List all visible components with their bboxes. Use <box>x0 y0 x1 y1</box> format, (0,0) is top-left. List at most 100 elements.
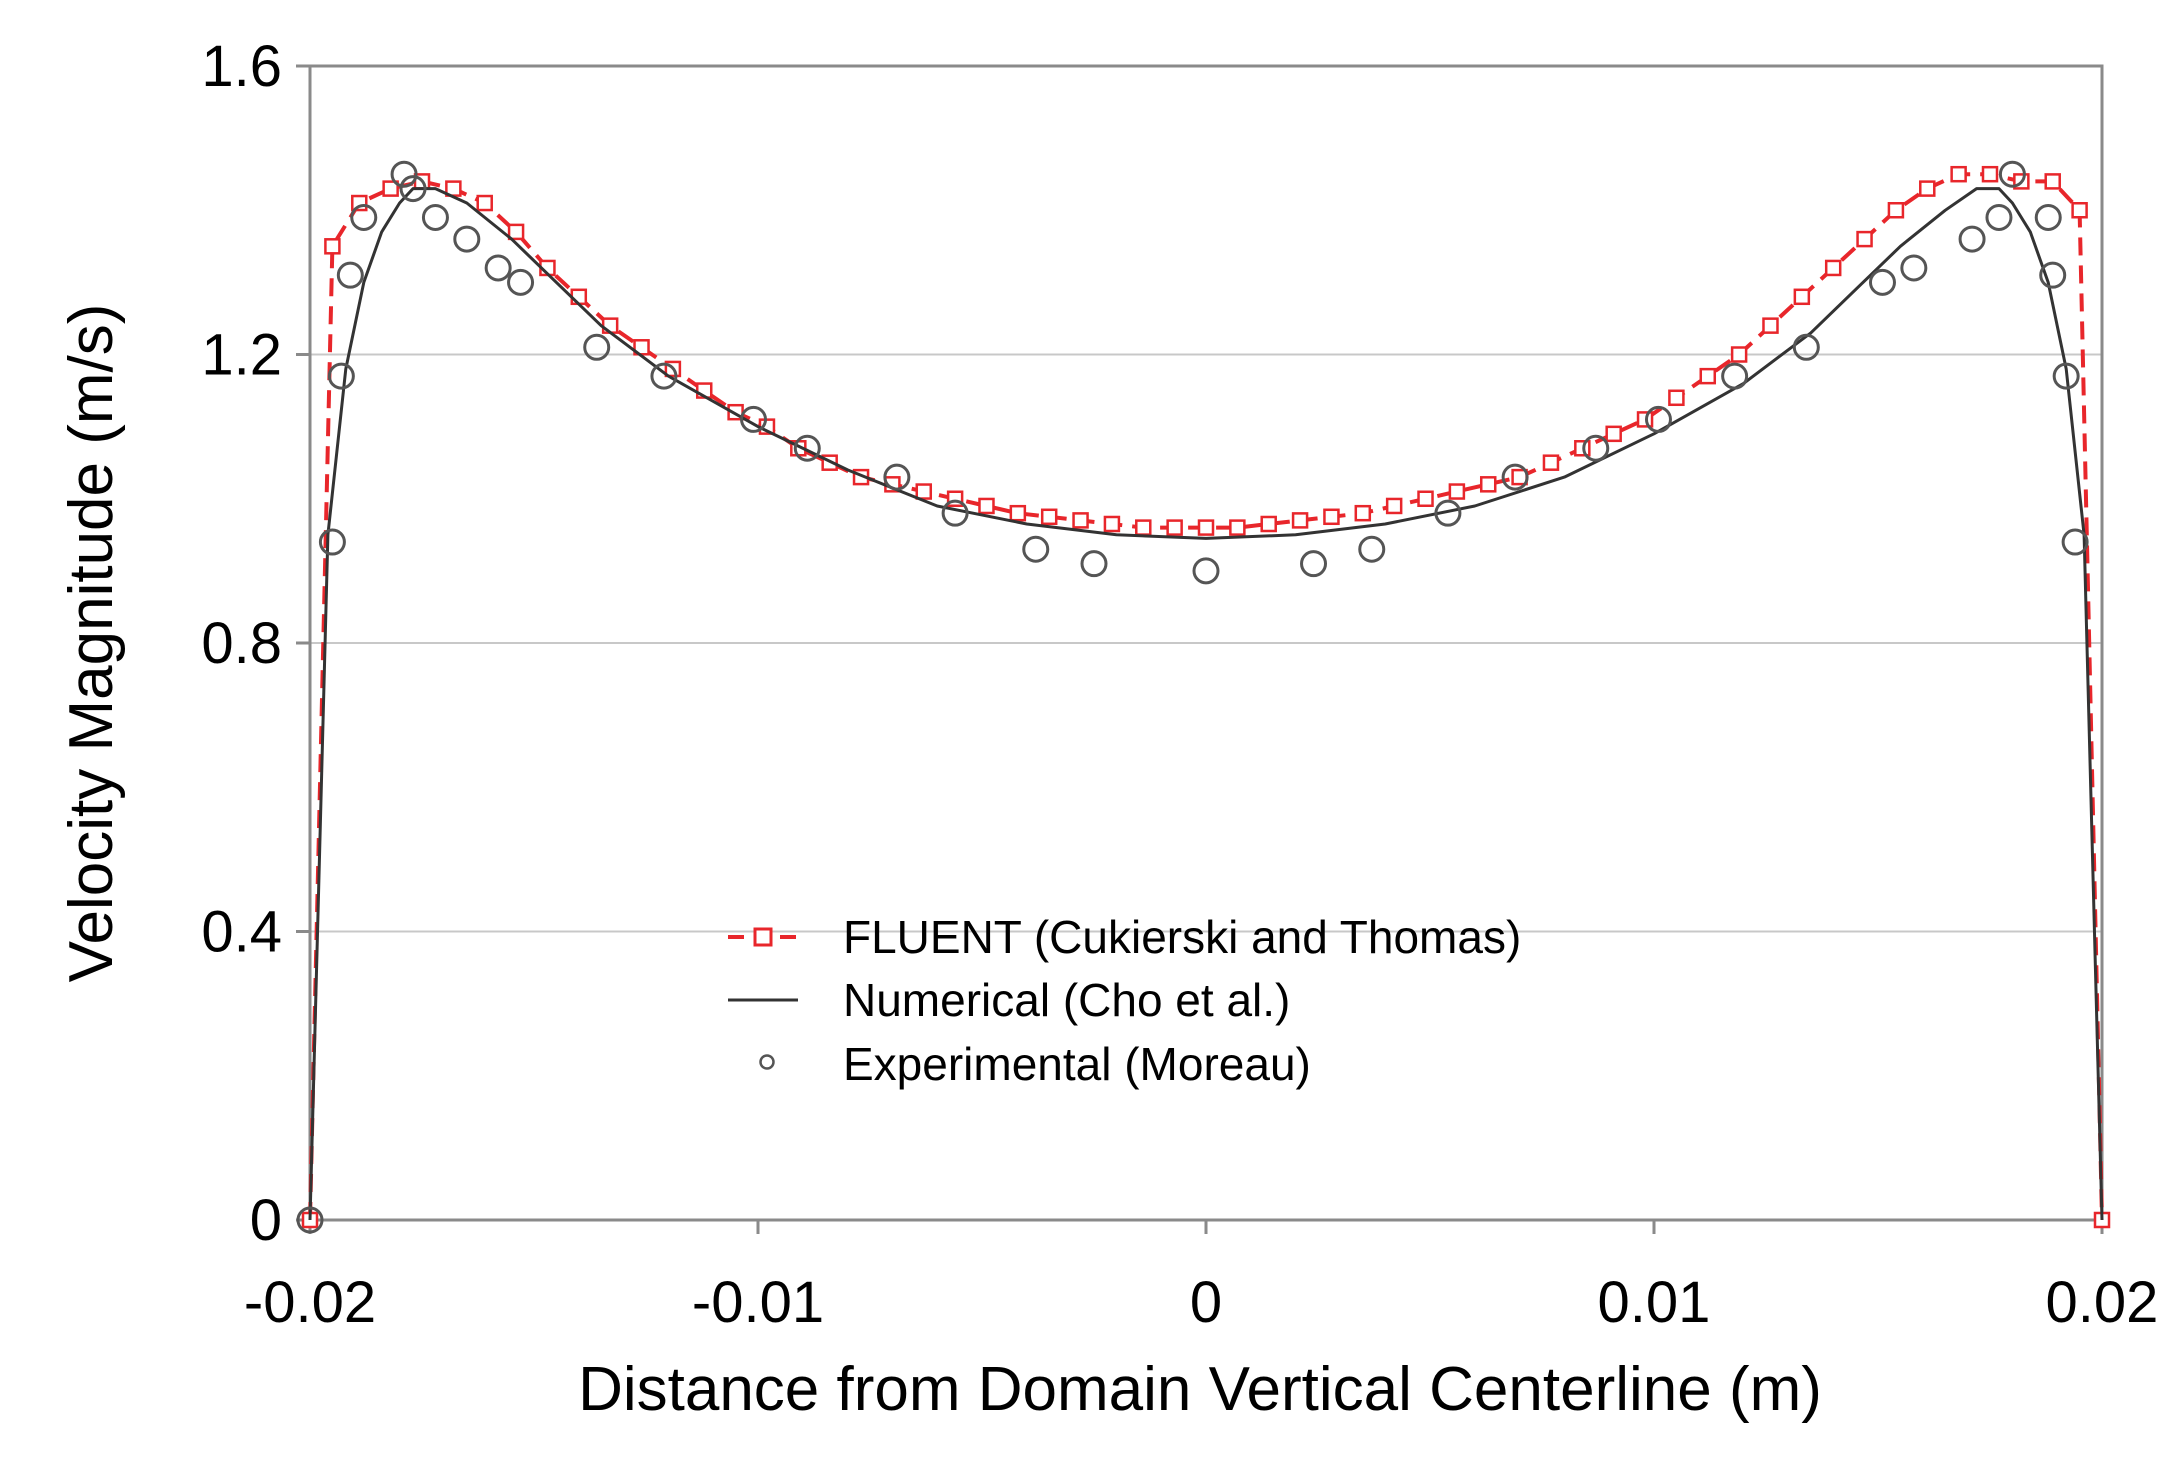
data-point-square <box>1824 259 1842 277</box>
y-tick-label: 0.8 <box>201 611 282 676</box>
data-point-circle <box>399 175 427 203</box>
data-point-circle <box>793 434 821 462</box>
data-point-circle <box>740 405 768 433</box>
data-point-square <box>1542 454 1560 471</box>
series-fluent <box>301 165 2111 1229</box>
legend: FLUENT (Cukierski and Thomas) Numerical … <box>728 911 1521 1090</box>
data-point-circle <box>1900 254 1928 282</box>
data-point-circle <box>2039 261 2067 289</box>
data-point-circle <box>1022 535 1050 563</box>
data-point-circle <box>1998 160 2026 188</box>
legend-label-numerical: Numerical (Cho et al.) <box>843 974 1290 1026</box>
x-tick-label: 0.01 <box>1598 1270 1711 1335</box>
data-point-circle <box>421 203 449 231</box>
data-point-square <box>1479 476 1497 493</box>
data-point-circle <box>1501 463 1529 491</box>
data-point-square <box>1981 165 1999 183</box>
data-point-square <box>1291 512 1309 529</box>
data-point-circle <box>1958 225 1986 253</box>
data-point-square <box>1793 288 1811 306</box>
y-tick-label: 0 <box>250 1188 282 1253</box>
data-point-circle <box>1192 557 1220 585</box>
data-point-square <box>1730 346 1748 363</box>
data-point-circle <box>1721 362 1749 390</box>
legend-label-fluent: FLUENT (Cukierski and Thomas) <box>843 911 1521 963</box>
x-tick-label: -0.02 <box>244 1270 376 1335</box>
data-point-square <box>476 194 493 212</box>
data-point-square <box>1605 425 1622 443</box>
data-point-square <box>1417 490 1434 507</box>
y-tick-label: 1.6 <box>201 34 282 99</box>
x-tick-label: 0.02 <box>2046 1270 2159 1335</box>
data-point-circle <box>1644 405 1672 433</box>
y-axis-title: Velocity Magnitude (m/s) <box>57 304 126 983</box>
data-point-square <box>1919 180 1936 197</box>
data-point-square <box>1699 367 1717 385</box>
data-point-square <box>382 180 399 197</box>
data-point-square <box>570 288 588 306</box>
data-point-square <box>915 483 933 500</box>
data-point-square <box>1448 483 1466 500</box>
data-point-circle <box>1300 550 1328 578</box>
data-point-circle <box>2052 362 2080 390</box>
data-point-square <box>1856 230 1873 248</box>
data-point-circle <box>484 254 512 282</box>
data-point-square <box>1354 504 1372 522</box>
legend-entry-experimental: Experimental (Moreau) <box>759 1038 1311 1090</box>
data-point-circle <box>507 268 535 296</box>
y-tick-label: 1.2 <box>201 323 282 388</box>
legend-entry-numerical: Numerical (Cho et al.) <box>728 974 1290 1026</box>
series-numerical <box>308 187 2104 1221</box>
data-point-circle <box>883 463 911 491</box>
x-axis-title: Distance from Domain Vertical Centerline… <box>578 1355 1822 1424</box>
data-point-square <box>1887 202 1905 219</box>
data-point-square <box>1072 512 1089 529</box>
data-point-circle <box>350 203 378 231</box>
data-point-circle <box>336 261 364 289</box>
x-tick-label: 0 <box>1190 1270 1222 1335</box>
data-point-circle <box>1985 203 2013 231</box>
data-point-circle <box>1792 333 1820 361</box>
data-point-square <box>1009 504 1027 522</box>
data-point-square <box>1385 497 1403 515</box>
data-point-circle <box>1868 268 1896 296</box>
data-point-circle <box>650 362 678 390</box>
data-point-square <box>1762 317 1779 334</box>
data-point-square <box>2044 173 2061 190</box>
data-point-circle <box>1434 499 1462 527</box>
data-point-square <box>1103 515 1121 533</box>
data-point-square <box>1040 508 1058 526</box>
data-point-circle <box>1582 434 1610 462</box>
legend-entry-fluent: FLUENT (Cukierski and Thomas) <box>728 911 1521 963</box>
data-point-circle <box>2034 203 2062 231</box>
data-point-circle <box>390 160 418 188</box>
data-point-square <box>1323 508 1340 526</box>
series-experimental <box>296 160 2089 1234</box>
data-point-square <box>1668 389 1685 407</box>
y-tick-label: 0.4 <box>201 900 282 965</box>
data-point-square <box>1166 519 1183 536</box>
data-point-square <box>1135 519 1152 536</box>
data-point-circle <box>1358 535 1386 563</box>
data-point-circle <box>453 225 481 253</box>
data-point-circle <box>327 362 355 390</box>
data-point-square <box>2071 202 2088 219</box>
data-point-square <box>1950 165 1967 183</box>
series-line <box>308 187 2104 1221</box>
data-point-circle <box>296 1206 324 1234</box>
data-point-square <box>978 497 995 515</box>
data-point-circle <box>318 528 346 556</box>
data-point-circle <box>941 499 969 527</box>
series-layer <box>296 160 2111 1234</box>
data-point-circle <box>583 333 611 361</box>
data-point-circle <box>1080 550 1108 578</box>
axis-ticks: 0 0.4 0.8 1.2 1.6 -0.02 -0.01 0 0.01 0.02 <box>201 34 2158 1335</box>
data-point-square <box>1229 519 1246 536</box>
data-point-circle <box>2061 528 2089 556</box>
data-point-square <box>324 238 341 255</box>
legend-label-experimental: Experimental (Moreau) <box>843 1038 1311 1090</box>
data-point-square <box>1197 519 1215 536</box>
x-tick-label: -0.01 <box>692 1270 824 1335</box>
data-point-square <box>1260 515 1277 533</box>
